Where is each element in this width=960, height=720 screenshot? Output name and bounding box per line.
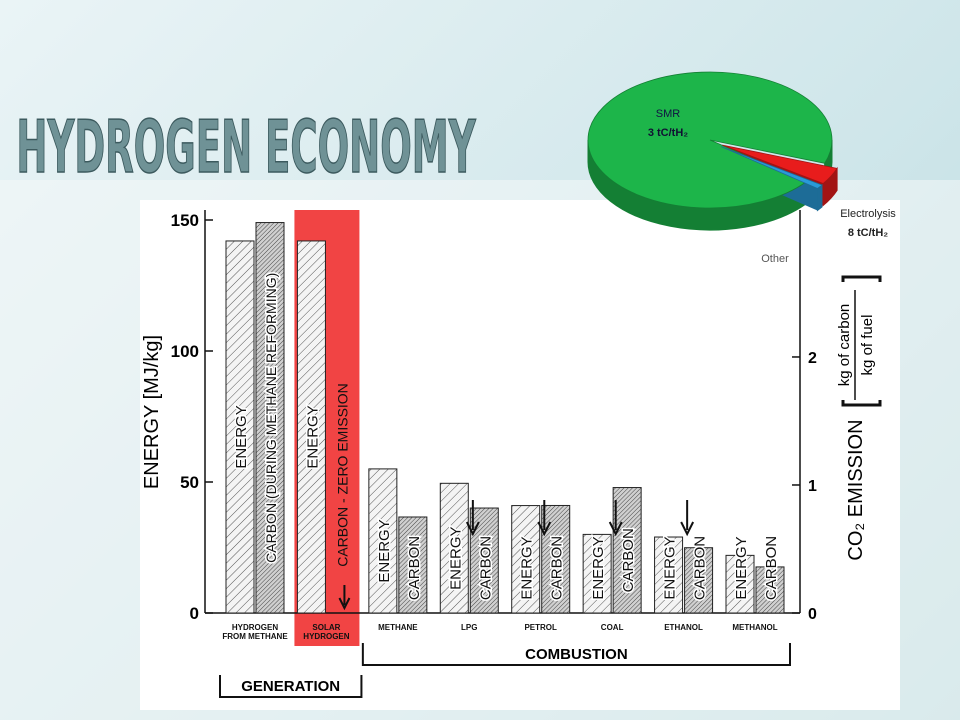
group-label: GENERATION bbox=[241, 678, 340, 695]
bar bbox=[582, 533, 612, 614]
bar-label: ENERGY bbox=[733, 536, 750, 599]
bar-label: CARBON bbox=[549, 536, 566, 600]
bar-label: CARBON bbox=[692, 536, 709, 600]
bar-label: CARBON - ZERO EMISSION bbox=[334, 383, 350, 567]
bar-label: CARBON (DURING METHANE REFORMING) bbox=[263, 273, 279, 563]
bar bbox=[654, 536, 684, 614]
pie-slice bbox=[721, 146, 823, 189]
bar-label: CARBON bbox=[406, 536, 423, 600]
bar bbox=[398, 516, 428, 614]
bracket bbox=[841, 275, 882, 407]
bar bbox=[439, 482, 469, 614]
bar bbox=[469, 507, 499, 614]
bar-label: ENERGY bbox=[304, 405, 321, 468]
y-tick-label: 100 bbox=[171, 342, 199, 361]
y2-tick-label: 1 bbox=[808, 478, 817, 495]
y2-axis-label: CO₂ EMISSION bbox=[845, 419, 867, 560]
bar bbox=[684, 547, 714, 614]
pie-slice bbox=[722, 144, 838, 184]
bar-label: CARBON bbox=[477, 536, 494, 600]
y-tick-label: 150 bbox=[171, 211, 199, 230]
y-tick-label: 50 bbox=[180, 473, 199, 492]
y2-unit-num: kg of carbon bbox=[836, 304, 853, 387]
bar bbox=[255, 222, 285, 614]
x-tick-label: SOLAR HYDROGEN bbox=[303, 623, 350, 641]
bar-label: ENERGY bbox=[447, 526, 464, 589]
arrow bbox=[465, 500, 480, 537]
pie-slice bbox=[587, 71, 833, 209]
y2-tick-label: 2 bbox=[808, 350, 817, 367]
y2-unit-den: kg of fuel bbox=[859, 315, 876, 376]
group-bracket bbox=[361, 643, 791, 666]
bar-label: CARBON bbox=[620, 528, 637, 592]
bar-label: ENERGY bbox=[519, 536, 536, 599]
pie-label: Electrolysis bbox=[840, 208, 896, 220]
bar-label: ENERGY bbox=[590, 536, 607, 599]
y-axis-label: ENERGY [MJ/kg] bbox=[141, 335, 163, 489]
bar-label: ENERGY bbox=[233, 405, 250, 468]
x-tick-label: COAL bbox=[600, 623, 624, 632]
arrow bbox=[338, 585, 351, 611]
x-tick-label: ETHANOL bbox=[664, 623, 703, 632]
bar bbox=[296, 240, 326, 614]
bar bbox=[612, 487, 642, 614]
bar bbox=[368, 468, 398, 614]
slide-title: HYDROGEN ECONOMY bbox=[16, 105, 476, 189]
group-label: COMBUSTION bbox=[525, 646, 628, 663]
bar-label: ENERGY bbox=[376, 519, 393, 582]
bar bbox=[511, 505, 541, 614]
bar-label: CARBON bbox=[763, 536, 780, 600]
group-bracket bbox=[219, 675, 363, 698]
arrow bbox=[608, 500, 623, 537]
x-tick-label: PETROL bbox=[524, 623, 557, 632]
arrow bbox=[537, 500, 552, 537]
y-tick-label: 0 bbox=[190, 604, 199, 623]
pie-note: 3 tC/tH₂ bbox=[648, 127, 688, 139]
pie-label: SMR bbox=[656, 108, 681, 120]
bar bbox=[755, 566, 785, 614]
arrow bbox=[680, 500, 695, 537]
pie-label: Other bbox=[761, 253, 789, 265]
x-tick-label: METHANOL bbox=[732, 623, 778, 632]
pie-note: 8 tC/tH₂ bbox=[848, 227, 888, 239]
y2-tick-label: 0 bbox=[808, 606, 817, 623]
bar bbox=[225, 240, 255, 614]
bar-label: ENERGY bbox=[662, 536, 679, 599]
x-tick-label: HYDROGEN FROM METHANE bbox=[222, 623, 288, 641]
x-tick-label: LPG bbox=[461, 623, 478, 632]
bar bbox=[541, 504, 571, 614]
x-tick-label: METHANE bbox=[378, 623, 418, 632]
bar bbox=[725, 554, 755, 614]
